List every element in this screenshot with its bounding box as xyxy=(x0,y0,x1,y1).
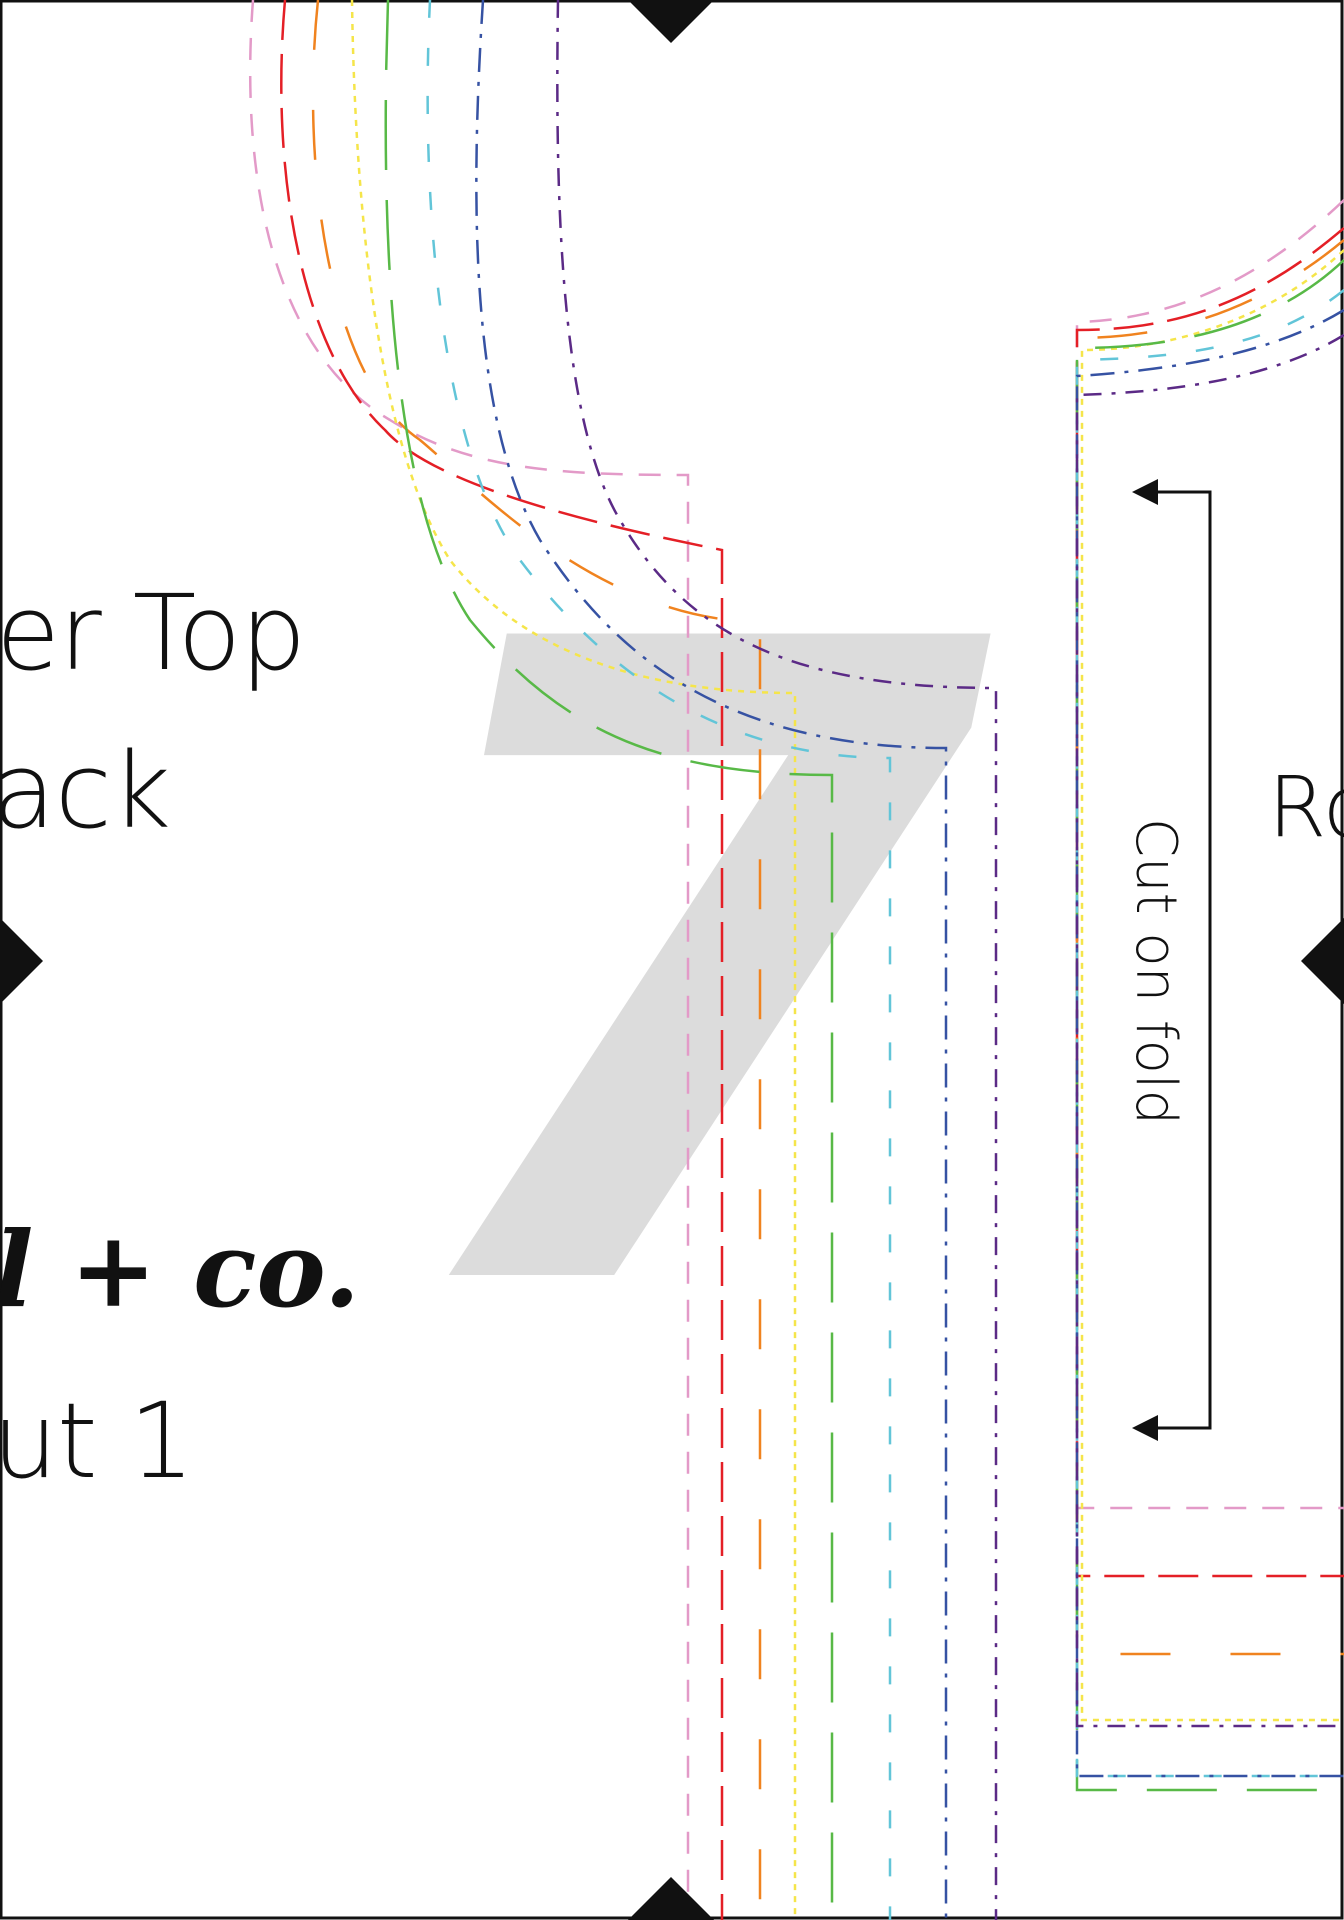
pattern-lines xyxy=(248,0,1344,1920)
alignment-diamond-marker-icon xyxy=(1301,918,1344,1004)
pattern-title-line1: er Top xyxy=(0,572,306,694)
pattern-line-size-4xl xyxy=(1075,333,1344,1728)
pattern-title-line2: ack xyxy=(0,730,171,852)
pattern-line-size-3xl xyxy=(1075,308,1344,1778)
pattern-line-size-xs xyxy=(1075,199,1344,1510)
alignment-diamond-marker-icon xyxy=(0,918,43,1004)
pattern-line-size-xs xyxy=(248,0,690,1920)
pattern-line-size-l xyxy=(1080,249,1344,1722)
pattern-line-size-s xyxy=(280,0,724,1920)
pattern-line-size-3xl xyxy=(475,0,948,1920)
double-arrow-icon xyxy=(1132,479,1212,1441)
pattern-line-size-m xyxy=(1075,239,1344,1656)
pattern-line-size-xl xyxy=(384,0,834,1920)
pattern-line-size-l xyxy=(350,0,797,1920)
side-label: Ro xyxy=(1268,758,1344,856)
pattern-line-size-m xyxy=(311,0,762,1920)
cut-instruction: ut 1 xyxy=(0,1380,195,1502)
pattern-line-size-2xl xyxy=(1075,289,1344,1778)
pattern-line-size-xl xyxy=(1075,259,1344,1792)
fold-label: Cut on fold xyxy=(1123,818,1188,1125)
brand-name: l + co. xyxy=(0,1208,361,1331)
pattern-line-size-4xl xyxy=(556,0,998,1920)
page-number: 7 xyxy=(380,458,999,1483)
alignment-diamond-marker-icon xyxy=(628,0,714,43)
alignment-diamond-marker-icon xyxy=(628,1877,714,1920)
pattern-line-size-s xyxy=(1075,227,1344,1578)
pattern-line-size-2xl xyxy=(426,0,892,1920)
